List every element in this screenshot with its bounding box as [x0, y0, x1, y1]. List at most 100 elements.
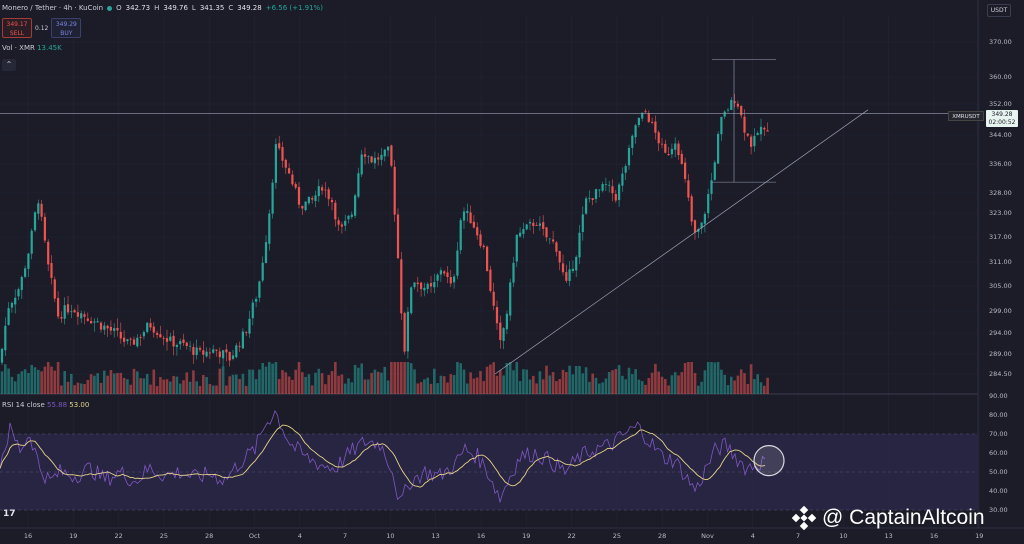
- candle-body: [429, 283, 433, 287]
- volume-bar: [502, 375, 505, 394]
- volume-bar: [456, 362, 459, 394]
- candle-body: [126, 339, 129, 342]
- volume-bar: [50, 366, 53, 394]
- volume-bar: [116, 373, 119, 394]
- candle-body: [0, 348, 4, 363]
- rsi-tick-label: 50.00: [989, 468, 1008, 476]
- volume-bar: [314, 372, 317, 394]
- volume-bar: [103, 370, 106, 394]
- candle-body: [116, 327, 119, 331]
- candle-body: [509, 282, 512, 316]
- volume-bar: [185, 372, 189, 394]
- sell-price: 349.17: [6, 21, 28, 28]
- volume-value: 13.45K: [37, 44, 62, 52]
- candle-body: [433, 282, 436, 288]
- volume-bar: [706, 362, 710, 394]
- volume-bar: [281, 370, 284, 394]
- volume-bar: [33, 367, 37, 394]
- candle-body: [495, 307, 499, 324]
- volume-bar: [568, 365, 571, 394]
- candle-body: [14, 297, 17, 305]
- volume-bar: [215, 385, 218, 394]
- volume-bar: [677, 375, 680, 394]
- candle-body: [443, 271, 446, 274]
- candle-body: [568, 269, 571, 282]
- candle-body: [664, 143, 667, 153]
- sell-button[interactable]: 349.17 SELL: [2, 18, 32, 38]
- buy-button[interactable]: 349.29 BUY: [51, 18, 82, 38]
- candle-body: [66, 304, 70, 313]
- volume-bar: [640, 381, 644, 394]
- candle-body: [172, 335, 175, 347]
- candle-body: [618, 184, 621, 201]
- candle-body: [119, 331, 122, 339]
- candle-body: [205, 351, 208, 357]
- candle-body: [687, 180, 690, 198]
- candle-body: [165, 338, 169, 342]
- volume-bar: [518, 381, 522, 394]
- candle-body: [641, 112, 644, 119]
- volume-bar: [4, 364, 7, 394]
- volume-bar: [499, 370, 502, 394]
- spread-value: 0.12: [35, 24, 49, 32]
- candle-body: [162, 337, 165, 339]
- volume-bar: [462, 369, 466, 394]
- candle-body: [248, 318, 251, 334]
- volume-bar: [373, 369, 377, 394]
- candle-body: [528, 221, 532, 224]
- volume-bar: [472, 378, 476, 394]
- drawings: [0, 59, 978, 375]
- rsi-legend[interactable]: RSI 14 close 55.88 53.00: [2, 401, 89, 409]
- rsi-value: 55.88: [47, 401, 68, 409]
- candle-body: [426, 283, 429, 289]
- price-axis: 370.00 360.00 352.00 344.00 336.00 328.00 323.…: [989, 38, 1012, 514]
- candle-body: [63, 305, 66, 319]
- candle-body: [492, 291, 495, 306]
- volume-bar: [376, 371, 380, 394]
- candle-body: [317, 186, 320, 197]
- candle-body: [370, 156, 373, 163]
- candle-body: [99, 322, 103, 330]
- collapse-legend-button[interactable]: ⌃: [2, 59, 16, 71]
- volume-legend[interactable]: Vol · XMR 13.45K: [2, 44, 62, 52]
- volume-label: Vol · XMR: [2, 44, 35, 52]
- candle-body: [278, 143, 281, 149]
- price-tick-label: 328.00: [989, 189, 1012, 197]
- volume-bar: [291, 379, 294, 394]
- volume-bar: [261, 363, 264, 394]
- price-tick-label: 305.00: [989, 282, 1012, 290]
- candle-body: [571, 268, 574, 271]
- volume-bar: [139, 378, 142, 394]
- time-tick-label: 13: [432, 532, 440, 540]
- candle-body: [420, 282, 423, 290]
- currency-button[interactable]: USDT: [987, 4, 1011, 17]
- volume-bar: [713, 362, 717, 394]
- volume-bar: [637, 379, 641, 394]
- candle-body: [611, 186, 614, 194]
- candle-body: [238, 346, 241, 347]
- volume-bar: [657, 371, 660, 394]
- volume-bar: [535, 383, 538, 394]
- volume-bar: [198, 385, 202, 394]
- candle-body: [93, 321, 96, 323]
- bar-countdown: 02:00:52: [988, 119, 1016, 126]
- volume-bar: [241, 373, 245, 394]
- candle-body: [251, 302, 254, 319]
- candle-body: [670, 148, 673, 155]
- candle-body: [330, 199, 334, 203]
- volume-bar: [251, 369, 255, 394]
- candle-body: [472, 221, 475, 228]
- volume-bar: [149, 384, 152, 394]
- volume-bar: [172, 376, 175, 394]
- volume-bar: [353, 364, 357, 394]
- candle-body: [241, 331, 244, 349]
- volume-bar: [429, 383, 433, 394]
- volume-bar: [525, 369, 528, 394]
- volume-bar: [53, 370, 57, 394]
- candle-body: [4, 325, 7, 351]
- candle-body: [37, 203, 40, 214]
- volume-bar: [578, 365, 581, 394]
- volume-bar: [426, 377, 429, 394]
- volume-bar: [66, 381, 70, 394]
